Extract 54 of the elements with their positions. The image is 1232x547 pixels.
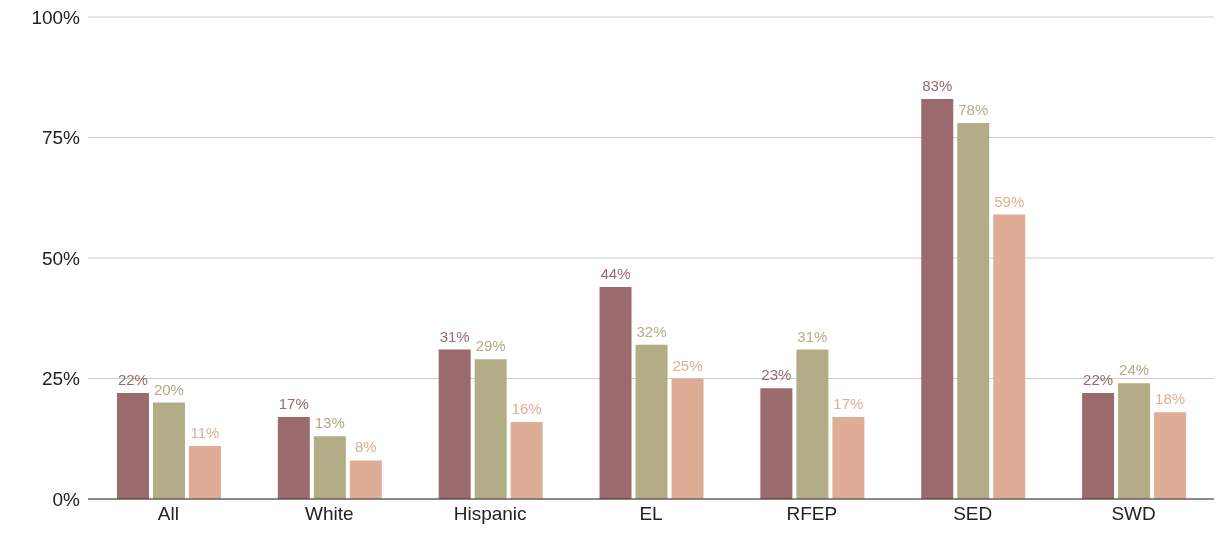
data-label: 13% (314, 414, 345, 432)
bar (957, 123, 990, 499)
bar (1154, 412, 1187, 499)
bar (188, 445, 221, 499)
data-label: 44% (600, 264, 631, 282)
x-tick-label: SWD (1111, 503, 1156, 525)
y-tick-label: 25% (41, 368, 81, 390)
data-label: 32% (636, 322, 667, 340)
data-label: 8% (354, 438, 377, 456)
bar (832, 417, 865, 499)
data-label: 20% (153, 380, 184, 398)
x-tick-label: White (305, 503, 354, 525)
bar (116, 392, 149, 499)
bar (313, 436, 346, 499)
data-label: 25% (672, 356, 703, 374)
data-label: 83% (922, 76, 953, 94)
data-label: 23% (761, 366, 792, 384)
data-label: 31% (797, 327, 828, 345)
bar (993, 214, 1026, 499)
data-label: 17% (833, 395, 864, 413)
bar (796, 349, 829, 499)
x-tick-label: SED (953, 503, 993, 525)
y-tick-label: 75% (41, 127, 81, 149)
data-label: 59% (994, 192, 1025, 210)
bar (474, 359, 507, 499)
y-tick-label: 0% (52, 488, 81, 510)
data-label: 24% (1119, 361, 1150, 379)
y-tick-label: 50% (41, 247, 81, 269)
data-label: 17% (278, 395, 309, 413)
data-label: 29% (475, 337, 506, 355)
y-tick-label: 100% (31, 6, 81, 28)
bar (438, 349, 471, 499)
bar (760, 388, 793, 499)
bar (671, 378, 704, 499)
x-tick-label: RFEP (786, 503, 838, 525)
x-tick-label: All (157, 503, 179, 525)
bar (152, 402, 185, 499)
bar (277, 417, 310, 499)
bar (349, 460, 382, 499)
bar (510, 421, 543, 499)
bar (1118, 383, 1151, 499)
bar (635, 344, 668, 499)
x-tick-label: EL (639, 503, 663, 525)
data-label: 78% (958, 101, 989, 119)
data-label: 22% (117, 370, 148, 388)
bar (1082, 392, 1115, 499)
x-tick-label: Hispanic (453, 503, 527, 525)
data-label: 22% (1083, 370, 1114, 388)
data-label: 16% (511, 399, 542, 417)
bar (921, 98, 954, 499)
data-label: 31% (439, 327, 470, 345)
bar (599, 286, 632, 499)
data-label: 18% (1155, 390, 1186, 408)
data-label: 11% (190, 423, 220, 441)
